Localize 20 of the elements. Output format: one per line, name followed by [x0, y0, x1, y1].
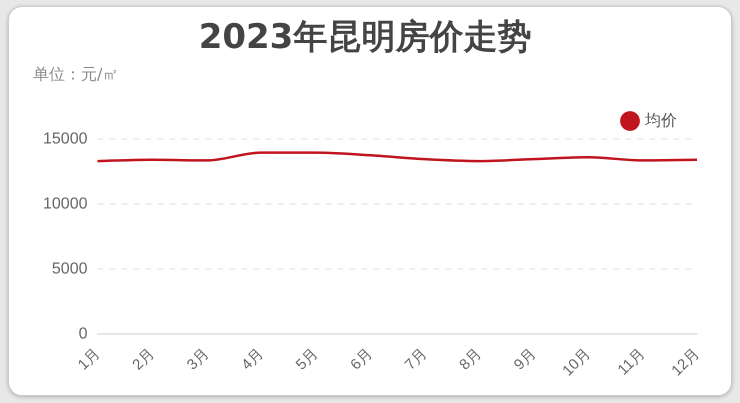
x-tick-label: 1月: [74, 344, 104, 374]
y-tick-label: 10000: [42, 195, 88, 212]
x-tick-label: 9月: [510, 344, 540, 374]
x-tick-label: 6月: [347, 344, 376, 374]
chart-subtitle: 单位：元/㎡: [33, 64, 118, 84]
y-tick-label: 15000: [42, 130, 88, 148]
x-tick-label: 5月: [292, 344, 322, 374]
legend-label: 均价: [644, 112, 677, 130]
x-tick-label: 2月: [129, 344, 158, 374]
x-tick-label: 7月: [402, 344, 430, 374]
x-tick-label: 10月: [559, 344, 594, 380]
chart-title: 2023年昆明房价走势: [198, 17, 532, 58]
x-tick-label: 12月: [668, 344, 703, 380]
x-tick-label: 8月: [456, 344, 485, 374]
x-tick-label: 4月: [238, 344, 267, 374]
line-series: [96, 151, 698, 162]
y-tick-label: 5000: [52, 260, 88, 278]
y-tick-label: 0: [78, 325, 88, 342]
x-tick-label: 3月: [184, 344, 212, 374]
x-tick-label: 11月: [614, 344, 648, 379]
